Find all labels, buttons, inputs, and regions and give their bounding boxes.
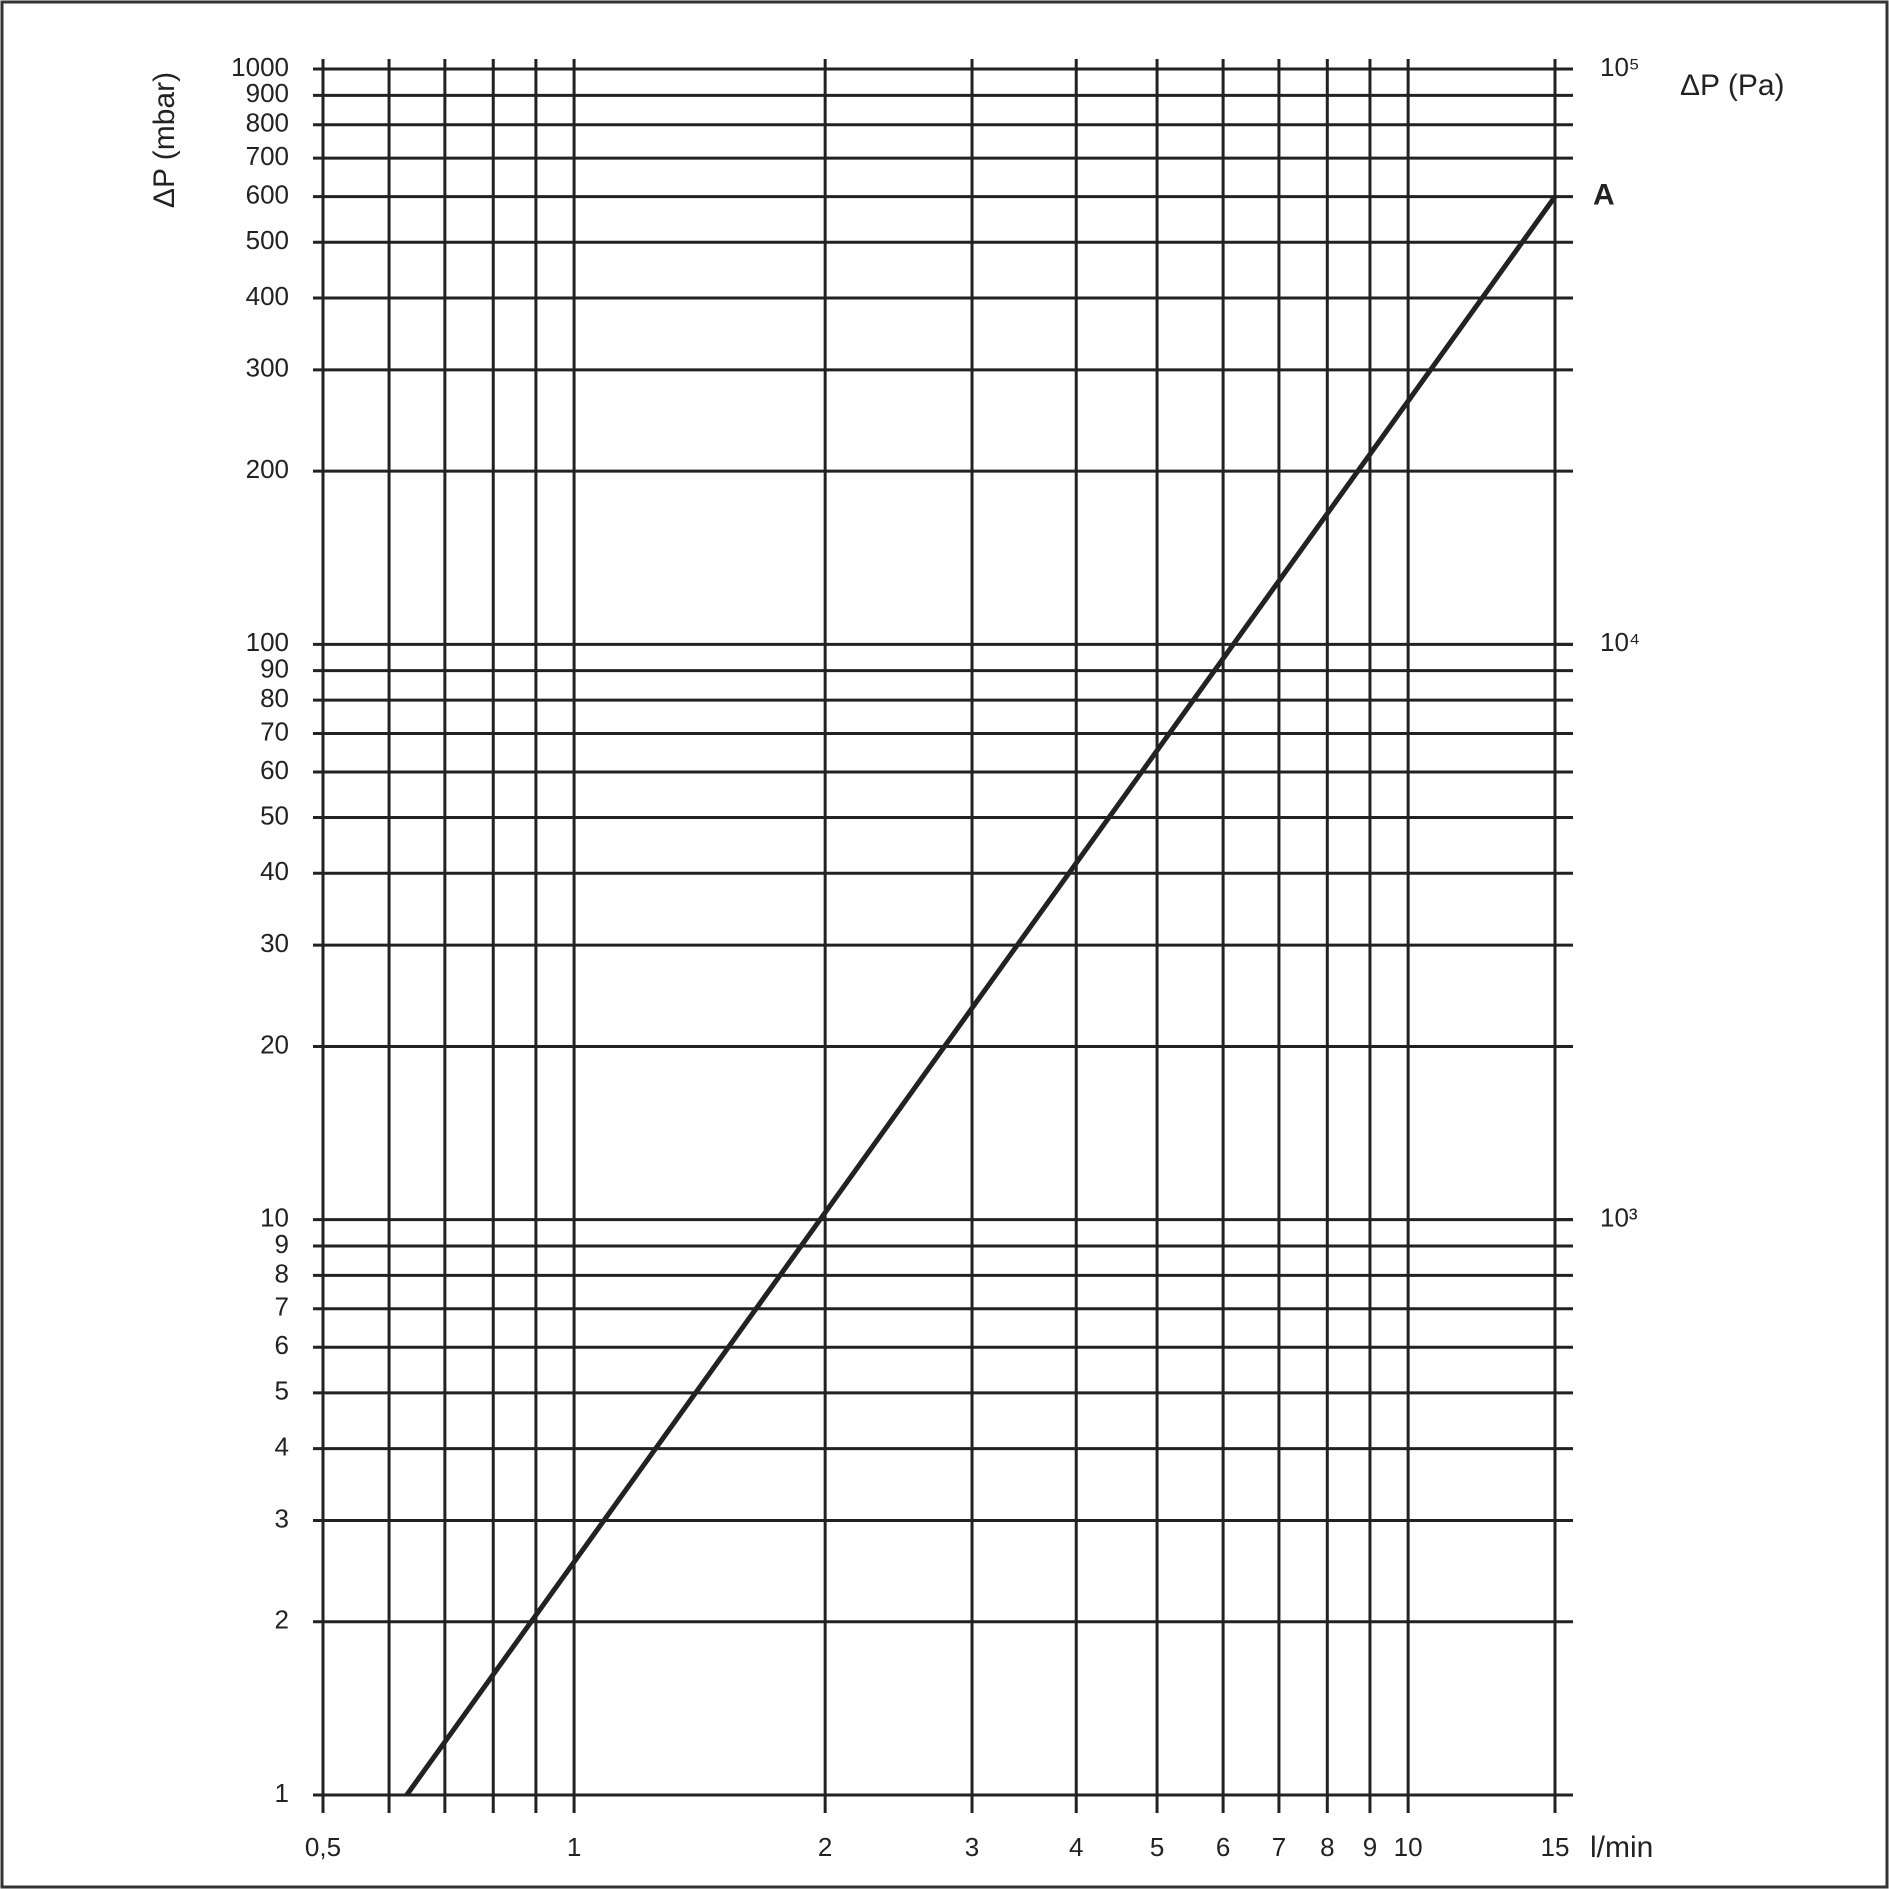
y-tick-label: 700 <box>246 141 289 171</box>
x-tick-label: 3 <box>965 1832 979 1862</box>
x-tick-label: 4 <box>1069 1832 1083 1862</box>
y-tick-label: 300 <box>246 353 289 383</box>
y-tick-label: 9 <box>275 1229 289 1259</box>
y-tick-label: 2 <box>275 1605 289 1635</box>
y-tick-label: 1000 <box>231 52 289 82</box>
y-tick-label: 800 <box>246 108 289 138</box>
y-axis-label: ΔP (mbar) <box>148 72 181 208</box>
y-tick-label: 3 <box>275 1503 289 1533</box>
y-tick-label: 200 <box>246 454 289 484</box>
x-tick-label: 6 <box>1216 1832 1230 1862</box>
series-label: A <box>1593 179 1615 212</box>
y-tick-label: 900 <box>246 78 289 108</box>
x-tick-label: 15 <box>1541 1832 1570 1862</box>
y-tick-label: 400 <box>246 281 289 311</box>
x-tick-label: 5 <box>1150 1832 1164 1862</box>
y-tick-label: 90 <box>260 654 289 684</box>
y2-tick-label: 10³ <box>1600 1203 1638 1233</box>
x-axis-label: l/min <box>1590 1831 1653 1864</box>
x-tick-label: 0,5 <box>305 1832 341 1862</box>
y-tick-label: 80 <box>260 683 289 713</box>
y-tick-label: 30 <box>260 928 289 958</box>
y-tick-label: 7 <box>275 1292 289 1322</box>
y-tick-label: 8 <box>275 1258 289 1288</box>
y-tick-label: 20 <box>260 1029 289 1059</box>
y-tick-label: 40 <box>260 856 289 886</box>
y-tick-label: 50 <box>260 800 289 830</box>
y-tick-label: 5 <box>275 1376 289 1406</box>
x-tick-label: 7 <box>1272 1832 1286 1862</box>
data-line <box>404 195 1558 1797</box>
y2-tick-label: 10⁴ <box>1600 627 1640 657</box>
y-tick-label: 500 <box>246 225 289 255</box>
x-tick-label: 10 <box>1394 1832 1423 1862</box>
x-tick-label: 2 <box>818 1832 832 1862</box>
x-tick-label: 8 <box>1320 1832 1334 1862</box>
y2-tick-label: 10⁵ <box>1600 52 1640 82</box>
y-tick-label: 10 <box>260 1203 289 1233</box>
y-tick-label: 1 <box>275 1778 289 1808</box>
y-tick-label: 100 <box>246 627 289 657</box>
x-tick-label: 1 <box>567 1832 581 1862</box>
x-tick-label: 9 <box>1363 1832 1377 1862</box>
y-tick-label: 70 <box>260 716 289 746</box>
y-tick-label: 600 <box>246 180 289 210</box>
y-tick-label: 60 <box>260 755 289 785</box>
y-tick-label: 4 <box>275 1431 289 1461</box>
y-tick-label: 6 <box>275 1330 289 1360</box>
y2-axis-label: ΔP (Pa) <box>1680 69 1785 102</box>
